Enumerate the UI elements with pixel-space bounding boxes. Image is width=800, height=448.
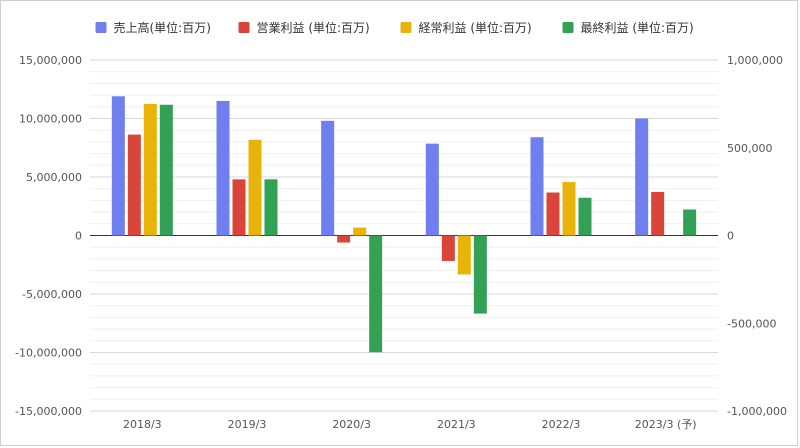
bar-series2-5	[546, 192, 560, 236]
left-axis-tick-label: -10,000,000	[15, 347, 82, 360]
x-axis-category-label: 2019/3	[228, 418, 267, 431]
legend-swatch	[562, 22, 574, 33]
legend-label: 最終利益 (単位:百万)	[581, 20, 694, 35]
x-axis-category-label: 2023/3 (予)	[635, 418, 697, 431]
bar-series2-1	[127, 134, 141, 236]
right-axis-tick-label: -500,000	[727, 317, 776, 330]
bar-series1-6	[635, 118, 649, 236]
right-axis-tick-label: 1,000,000	[727, 54, 783, 67]
left-axis-tick-label: 5,000,000	[26, 171, 82, 184]
left-axis-tick-label: -5,000,000	[22, 288, 82, 301]
right-axis-tick-label: 500,000	[727, 142, 773, 155]
legend-label: 経常利益 (単位:百万)	[419, 20, 532, 35]
legend-swatch	[400, 22, 412, 33]
bar-series1-4	[425, 143, 439, 236]
bar-series1-1	[111, 96, 125, 236]
x-axis-category-label: 2022/3	[542, 418, 581, 431]
bar-series2-6	[651, 191, 665, 236]
bar-series2-4	[441, 235, 455, 261]
x-axis-category-label: 2018/3	[123, 418, 162, 431]
right-axis-tick-label: -1,000,000	[727, 405, 787, 418]
bar-series4-2	[264, 179, 278, 236]
left-axis-tick-label: 10,000,000	[19, 113, 82, 126]
bar-series4-1	[159, 104, 173, 236]
legend-swatch	[95, 22, 107, 33]
legend-label: 営業利益 (単位:百万)	[257, 20, 370, 35]
bar-series2-2	[232, 179, 246, 236]
right-axis-tick-label: 0	[727, 230, 734, 243]
bar-series1-2	[216, 100, 230, 236]
bar-series3-1	[143, 103, 157, 236]
bar-series3-2	[248, 139, 262, 236]
left-axis-tick-label: 15,000,000	[19, 54, 82, 67]
legend-swatch	[238, 22, 250, 33]
bar-series3-4	[457, 235, 471, 275]
legend-label: 売上高(単位:百万)	[114, 20, 211, 35]
bar-series3-5	[562, 181, 576, 236]
bar-series4-6	[683, 209, 697, 236]
left-axis-tick-label: 0	[75, 230, 82, 243]
bar-series1-3	[321, 120, 335, 236]
bar-series4-4	[473, 235, 487, 314]
left-axis-tick-label: -15,000,000	[15, 405, 82, 418]
bar-series4-5	[578, 197, 592, 236]
x-axis-category-label: 2020/3	[332, 418, 371, 431]
x-axis-category-label: 2021/3	[437, 418, 476, 431]
bar-series2-3	[337, 235, 351, 243]
bar-series3-3	[353, 227, 367, 236]
bar-series4-3	[369, 235, 383, 353]
bar-series1-5	[530, 137, 544, 236]
